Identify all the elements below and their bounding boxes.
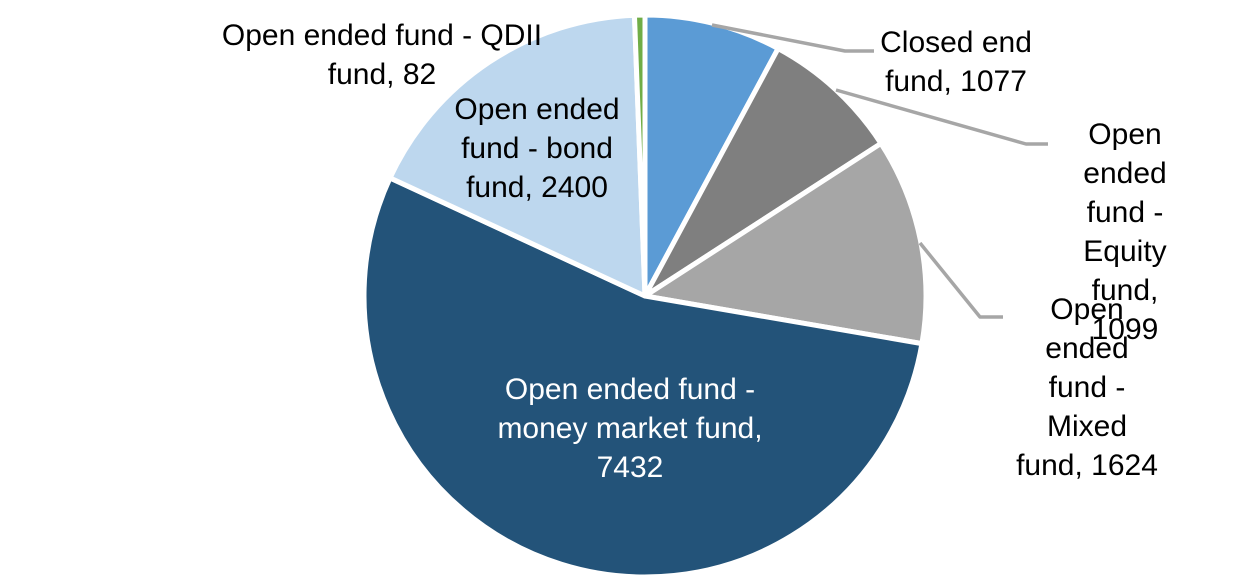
leader-line-open-ended-equity-fund <box>835 88 1048 146</box>
data-label-open-ended-bond-fund: Open ended fund - bond fund, 2400 <box>454 93 620 204</box>
pie-slice-closed-end-fund <box>642 12 781 299</box>
data-label-open-ended-equity-fund: Open ended fund - Equity fund, 1099 <box>1083 118 1167 346</box>
data-label-closed-end-fund: Closed end fund, 1077 <box>880 26 1032 98</box>
data-label-open-ended-mixed-fund: Open ended fund - Mixed fund, 1624 <box>1016 293 1158 482</box>
data-label-open-ended-qdii-fund: Open ended fund - QDII fund, 82 <box>221 19 543 91</box>
pie-slice-open-ended-money-market-fund <box>361 175 925 580</box>
pie-slice-open-ended-mixed-fund <box>642 140 929 347</box>
pie-slice-open-ended-equity-fund <box>642 46 884 299</box>
pie-slice-open-ended-bond-fund <box>387 12 648 299</box>
pie-slice-open-ended-qdii-fund <box>631 12 648 299</box>
data-label-open-ended-money-market-fund: Open ended fund - money market fund, 743… <box>497 373 763 484</box>
leader-line-open-ended-mixed-fund <box>918 241 1003 319</box>
leader-line-closed-end-fund <box>711 23 874 53</box>
